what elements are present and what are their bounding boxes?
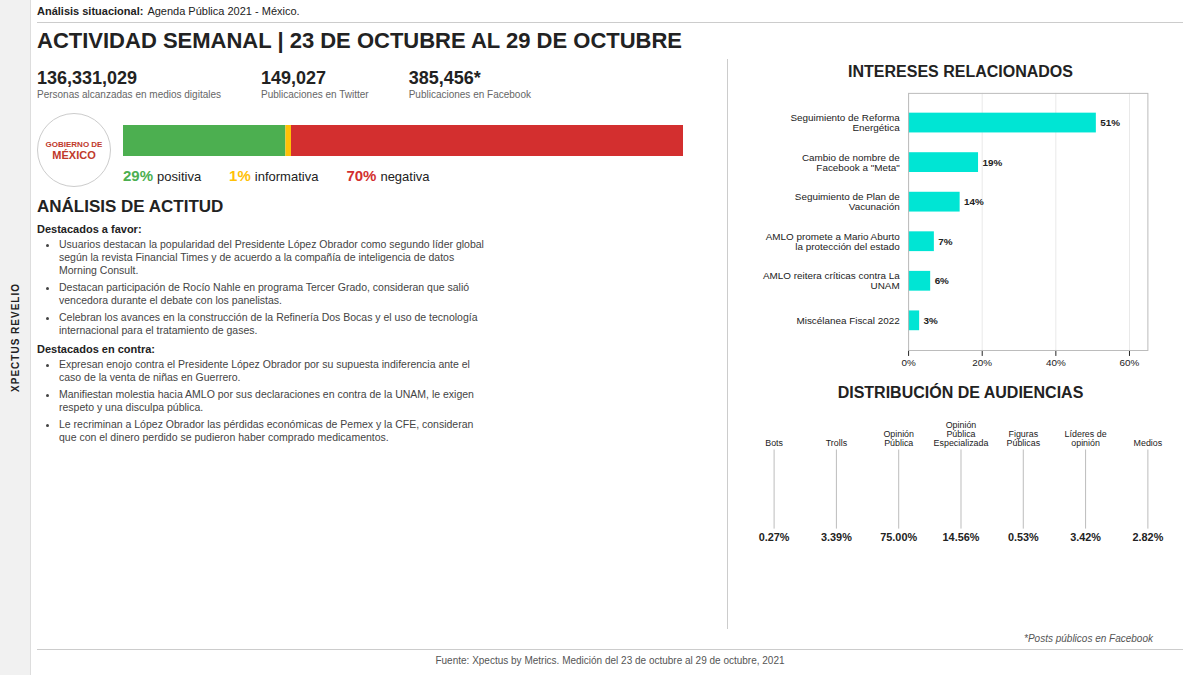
html-text:Análisis situacional: Agenda P: Análisis situacional: Agenda Pública 202… (37, 5, 300, 17)
svg-text:OpiniónPública: OpiniónPública (883, 429, 914, 448)
svg-text:Líderes deopinión: Líderes deopinión (1065, 429, 1107, 448)
html-text:149,027: 149,027 (261, 68, 327, 88)
html-text:Le recriminan a López Obrador: Le recriminan a López Obrador las pérdid… (59, 418, 474, 443)
html-text:XPECTUS REVELIO: XPECTUS REVELIO (9, 283, 21, 392)
html-text:Publicaciones en Facebook: Publicaciones en Facebook (408, 89, 531, 100)
svg-text:75.00%75: 75.00%75 (880, 530, 917, 542)
svg-text:Miscélanea Fiscal 2022: Miscélanea Fiscal 2022 (796, 315, 899, 326)
html-text:ACTIVIDAD SEMANAL | 23 DE OCTU: ACTIVIDAD SEMANAL | 23 DE OCTUBRE AL 29 … (37, 28, 682, 53)
html-text:DISTRIBUCIÓN DE AUDIENCIAS: DISTRIBUCIÓN DE AUDIENCIAS (837, 383, 1084, 401)
html-text:Usuarios destacan la popularid: Usuarios destacan la popularidad del Pre… (59, 238, 484, 276)
html-text:Expresan enojo contra el Presi: Expresan enojo contra el Presidente Lópe… (59, 358, 470, 383)
svg-text:Seguimiento de ReformaEnergéti: Seguimiento de ReformaEnergética (790, 112, 900, 133)
svg-text:3%: 3% (924, 315, 938, 326)
html-text:Manifiestan molestia hacia AML: Manifiestan molestia hacia AMLO por sus … (59, 388, 474, 413)
svg-text:6%: 6% (935, 275, 949, 286)
svg-text:0.53%0.53: 0.53%0.53 (1008, 530, 1039, 542)
svg-text:3.39%3.39: 3.39%3.39 (821, 530, 852, 542)
html-text:Personas alcanzadas en medios: Personas alcanzadas en medios digitales (37, 89, 221, 100)
svg-text:20%: 20% (972, 357, 992, 368)
svg-text:0%: 0% (901, 357, 915, 368)
html-text:ANÁLISIS DE ACTITUD: ANÁLISIS DE ACTITUD (37, 197, 224, 216)
html-text:136,331,029: 136,331,029 (37, 68, 138, 88)
svg-text:19%: 19% (982, 157, 1002, 168)
svg-text:Bots: Bots (765, 438, 783, 448)
html-text:Destacados a favor:: Destacados a favor: (37, 223, 142, 235)
svg-text:Cambio de nombre deFacebook a: Cambio de nombre deFacebook a "Meta" (802, 152, 900, 173)
svg-text:Trolls: Trolls (826, 438, 848, 448)
svg-text:AMLO reitera críticas contra L: AMLO reitera críticas contra LaUNAM (763, 270, 900, 291)
html-text:*Posts públicos en Facebook: *Posts públicos en Facebook (1024, 633, 1153, 644)
svg-text:0.27%0.27: 0.27%0.27 (759, 530, 790, 542)
svg-text:14.56%14.56: 14.56%14.56 (943, 530, 980, 542)
svg-text:40%: 40% (1046, 357, 1066, 368)
svg-text:51%: 51% (1100, 117, 1120, 128)
svg-text:2.82%2.82: 2.82%2.82 (1132, 530, 1163, 542)
html-text:GOBIERNO DE: GOBIERNO DE (45, 139, 103, 149)
html-text:INTERESES RELACIONADOS: INTERESES RELACIONADOS (848, 63, 1073, 80)
html-text:Fuente: Xpectus by Metrics. Me: Fuente: Xpectus by Metrics. Medición del… (435, 655, 785, 666)
html-text:Celebran los avances en la con: Celebran los avances en la construcción … (59, 311, 478, 336)
html-text:1% informativa: 1% informativa (229, 166, 319, 184)
html-text:385,456*: 385,456* (408, 68, 481, 88)
svg-text:60%: 60% (1120, 357, 1140, 368)
html-text:29% positiva: 29% positiva (123, 166, 202, 184)
svg-text:FigurasPúblicas: FigurasPúblicas (1007, 429, 1041, 448)
svg-text:OpiniónPúblicaEspecializada: OpiniónPúblicaEspecializada (934, 420, 989, 448)
html-text:Publicaciones en Twitter: Publicaciones en Twitter (261, 89, 369, 100)
svg-text:14%: 14% (964, 196, 984, 207)
html-text:MÉXICO: MÉXICO (52, 148, 96, 161)
svg-text:3.42%3.42: 3.42%3.42 (1070, 530, 1101, 542)
svg-text:AMLO promete a Mario Aburtola: AMLO promete a Mario Aburtola protección… (766, 231, 900, 252)
html-text:Destacan participación de Rocí: Destacan participación de Rocío Nahle en… (59, 281, 470, 306)
svg-text:7%: 7% (938, 236, 952, 247)
svg-text:Medios: Medios (1134, 438, 1163, 448)
html-text:70% negativa: 70% negativa (346, 166, 430, 184)
svg-text:Seguimiento de Plan deVacunaci: Seguimiento de Plan deVacunación (795, 191, 900, 212)
html-text:Destacados en contra:: Destacados en contra: (37, 343, 155, 355)
